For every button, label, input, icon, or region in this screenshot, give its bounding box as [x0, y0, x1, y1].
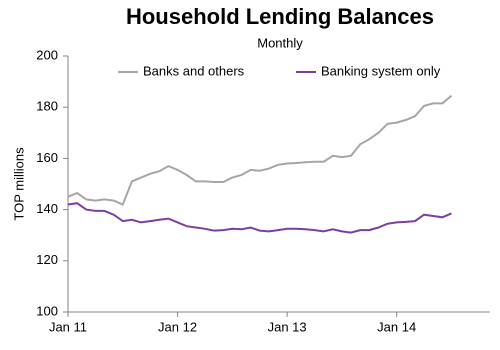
data-line: [67, 202, 452, 234]
legend-label: Banking system only: [321, 63, 441, 78]
y-tick-label: 120: [36, 252, 58, 267]
chart-subtitle: Monthly: [257, 35, 303, 50]
x-tick-label: Jan 12: [158, 319, 197, 334]
chart-title: Household Lending Balances: [126, 4, 434, 29]
y-tick-label: 180: [36, 99, 58, 114]
y-axis-label: TOP millions: [11, 147, 26, 221]
legend-label: Banks and others: [143, 63, 245, 78]
x-tick-label: Jan 14: [377, 319, 416, 334]
data-line: [67, 94, 453, 206]
x-tick-label: Jan 13: [268, 319, 307, 334]
y-tick-label: 100: [36, 303, 58, 318]
y-tick-label: 200: [36, 47, 58, 62]
y-tick-label: 160: [36, 150, 58, 165]
x-tick-label: Jan 11: [49, 319, 87, 334]
y-tick-label: 140: [36, 201, 58, 216]
